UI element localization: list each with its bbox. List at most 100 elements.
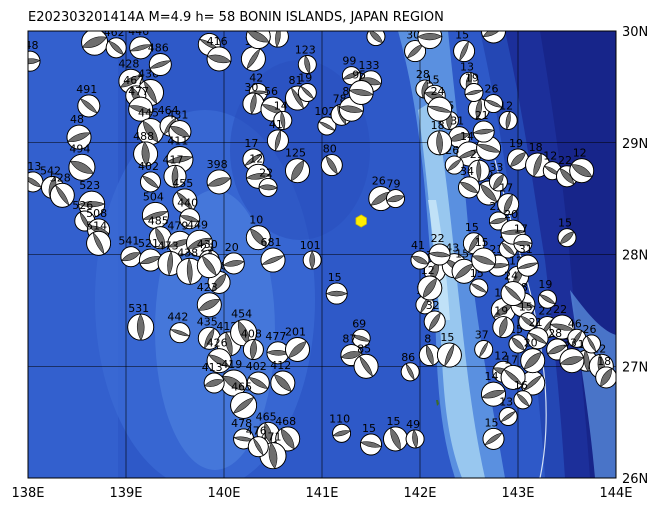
- mechanism-depth-label: 12: [573, 147, 587, 160]
- mechanism-depth-label: 479: [167, 219, 188, 232]
- mechanism-depth-label: 16: [514, 379, 528, 392]
- mechanism-depth-label: 541: [118, 235, 139, 248]
- mechanism-depth-label: 15: [362, 422, 376, 435]
- longitude-tick-label: 143E: [501, 486, 534, 501]
- mechanism-depth-label: 30: [244, 81, 258, 94]
- mechanism-depth-label: 531: [128, 302, 149, 315]
- focal-mechanism-beachball: [326, 283, 347, 304]
- focal-mechanism-beachball: [418, 24, 442, 48]
- mechanism-depth-label: 486: [148, 42, 169, 55]
- mechanism-depth-label: 22: [553, 303, 567, 316]
- mechanism-depth-label: 488: [133, 130, 154, 143]
- mechanism-depth-label: 15: [465, 221, 479, 234]
- mechanism-depth-label: 56: [264, 85, 278, 98]
- latitude-labels: 26N 27N 28N 29N 30N: [622, 25, 648, 487]
- longitude-tick-label: 142E: [403, 486, 436, 501]
- mechanism-depth-label: 442: [167, 311, 188, 324]
- mechanism-depth-label: 17: [244, 137, 258, 150]
- mechanism-depth-label: 19: [538, 278, 552, 291]
- mechanism-depth-label: 19: [509, 137, 523, 150]
- mechanism-depth-label: 465: [231, 380, 252, 393]
- mechanism-depth-label: 411: [167, 135, 188, 148]
- mechanism-depth-label: 33: [489, 161, 503, 174]
- mechanism-depth-label: 20: [524, 337, 538, 350]
- mechanism-depth-label: 22: [431, 232, 445, 245]
- longitude-tick-label: 140E: [207, 486, 240, 501]
- mechanism-depth-label: 17: [504, 353, 518, 366]
- longitude-tick-label: 144E: [599, 486, 632, 501]
- latitude-tick-label: 27N: [622, 360, 648, 375]
- mechanism-depth-label: 491: [76, 83, 97, 96]
- mechanism-depth-label: 48: [70, 113, 84, 126]
- mechanism-depth-label: 26: [485, 83, 499, 96]
- longitude-tick-label: 138E: [11, 486, 44, 501]
- mechanism-depth-label: 101: [300, 239, 321, 252]
- mechanism-depth-label: 22: [558, 154, 572, 167]
- mechanism-depth-label: 32: [426, 299, 440, 312]
- mechanism-depth-label: 455: [172, 177, 193, 190]
- mechanism-depth-label: 413: [202, 361, 223, 374]
- mechanism-depth-label: 402: [246, 360, 267, 373]
- mechanism-depth-label: 12: [249, 152, 263, 165]
- mechanism-depth-label: 416: [207, 35, 228, 48]
- latitude-tick-label: 30N: [622, 25, 648, 40]
- mechanism-depth-label: 428: [118, 57, 139, 70]
- mechanism-depth-label: 15: [440, 331, 454, 344]
- focal-mechanism-beachball: [259, 178, 278, 197]
- mechanism-depth-label: 34: [460, 165, 474, 178]
- mechanism-depth-label: 10: [249, 214, 263, 227]
- mechanism-depth-label: 402: [138, 160, 159, 173]
- mechanism-depth-label: 31: [519, 243, 533, 256]
- mechanism-depth-label: 85: [357, 342, 371, 355]
- mechanism-depth-label: 485: [148, 215, 169, 228]
- mechanism-depth-label: 87: [342, 333, 356, 346]
- mechanism-depth-label: 504: [143, 190, 164, 203]
- mechanism-depth-label: 15: [475, 236, 489, 249]
- mechanism-depth-label: 15: [328, 271, 342, 284]
- mechanism-depth-label: 19: [494, 305, 508, 318]
- mechanism-depth-label: 99: [342, 55, 356, 68]
- mechanism-depth-label: 20: [225, 241, 239, 254]
- mechanism-depth-label: 24: [431, 85, 445, 98]
- mechanism-depth-label: 426: [207, 337, 228, 350]
- focal-mechanism-beachball: [127, 314, 153, 340]
- mechanism-depth-label: 125: [285, 147, 306, 160]
- epicenter-hexagon: [356, 215, 366, 227]
- latitude-tick-label: 28N: [622, 249, 648, 264]
- mechanism-depth-label: 31: [450, 115, 464, 128]
- mechanism-depth-label: 28: [548, 327, 562, 340]
- mechanism-depth-label: 49: [406, 418, 420, 431]
- mechanism-depth-label: 110: [329, 412, 350, 425]
- mechanism-depth-label: 449: [187, 218, 208, 231]
- mechanism-depth-label: 431: [167, 109, 188, 122]
- mechanism-depth-label: 123: [295, 44, 316, 57]
- mechanism-depth-label: 14: [460, 130, 474, 143]
- mechanism-depth-label: 26: [372, 175, 386, 188]
- mechanism-depth-label: 37: [475, 329, 489, 342]
- mechanism-depth-label: 18: [597, 355, 611, 368]
- mechanism-depth-label: 417: [163, 153, 184, 166]
- mechanism-depth-label: 201: [285, 326, 306, 339]
- mechanism-depth-label: 15: [387, 415, 401, 428]
- mechanism-depth-label: 398: [207, 158, 228, 171]
- mechanism-depth-label: 419: [221, 358, 242, 371]
- mechanism-depth-label: 23: [200, 242, 214, 255]
- mechanism-depth-label: 86: [401, 351, 415, 364]
- mechanism-depth-label: 22: [259, 166, 273, 179]
- mechanism-depth-label: 477: [128, 85, 149, 98]
- mechanism-depth-label: 438: [177, 246, 198, 259]
- mechanism-depth-label: 468: [275, 415, 296, 428]
- mechanism-depth-label: 528: [50, 171, 71, 184]
- latitude-tick-label: 29N: [622, 137, 648, 152]
- mechanism-depth-label: 41: [411, 239, 425, 252]
- map-title: E202303201414A M=4.9 h= 58 BONIN ISLANDS…: [28, 10, 444, 25]
- mechanism-depth-label: 423: [197, 281, 218, 294]
- longitude-labels: 138E 139E 140E 141E 142E 143E 144E: [11, 486, 632, 501]
- event-epicenter-marker: [356, 215, 366, 227]
- mechanism-depth-label: 435: [197, 315, 218, 328]
- mechanism-depth-label: 473: [158, 239, 179, 252]
- mechanism-depth-label: 21: [475, 109, 489, 122]
- mechanism-depth-label: 681: [261, 236, 282, 249]
- mechanism-depth-label: 514: [86, 219, 107, 232]
- mechanism-depth-label: 476: [246, 425, 267, 438]
